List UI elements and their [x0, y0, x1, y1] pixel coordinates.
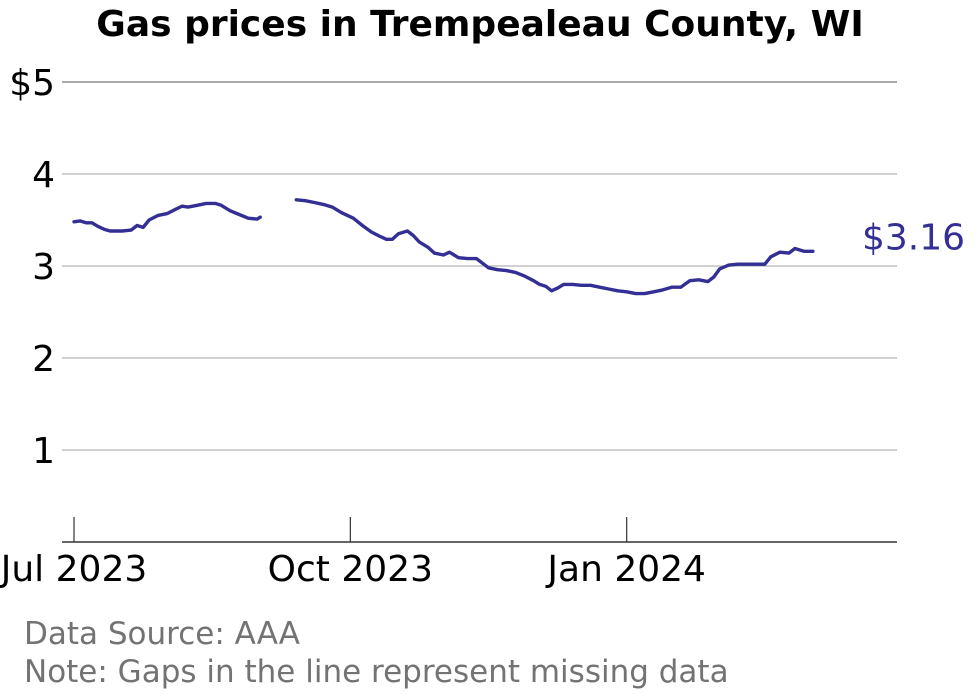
series-line-segment: [294, 198, 815, 296]
data-source-note: Data Source: AAA: [24, 616, 300, 652]
series-layer: [72, 198, 815, 296]
gridlines: [62, 81, 897, 451]
y-tick-label: 2: [32, 339, 55, 380]
y-axis-tick-labels: 1 2 3 4 $5: [9, 63, 55, 472]
y-tick-label: 3: [32, 247, 55, 288]
series-line-segment: [72, 201, 262, 233]
x-tick-label: Jan 2024: [545, 549, 706, 590]
end-value-label: $3.16: [862, 217, 965, 258]
x-tick-label: Oct 2023: [268, 549, 433, 590]
y-tick-label: 4: [32, 155, 55, 196]
y-tick-label: 1: [32, 431, 55, 472]
y-tick-label: $5: [9, 63, 55, 104]
x-axis-ticks: Jul 2023 Oct 2023 Jan 2024: [0, 517, 706, 590]
missing-data-note: Note: Gaps in the line represent missing…: [24, 654, 729, 690]
chart-title: Gas prices in Trempealeau County, WI: [96, 4, 864, 45]
x-tick-label: Jul 2023: [0, 549, 147, 590]
